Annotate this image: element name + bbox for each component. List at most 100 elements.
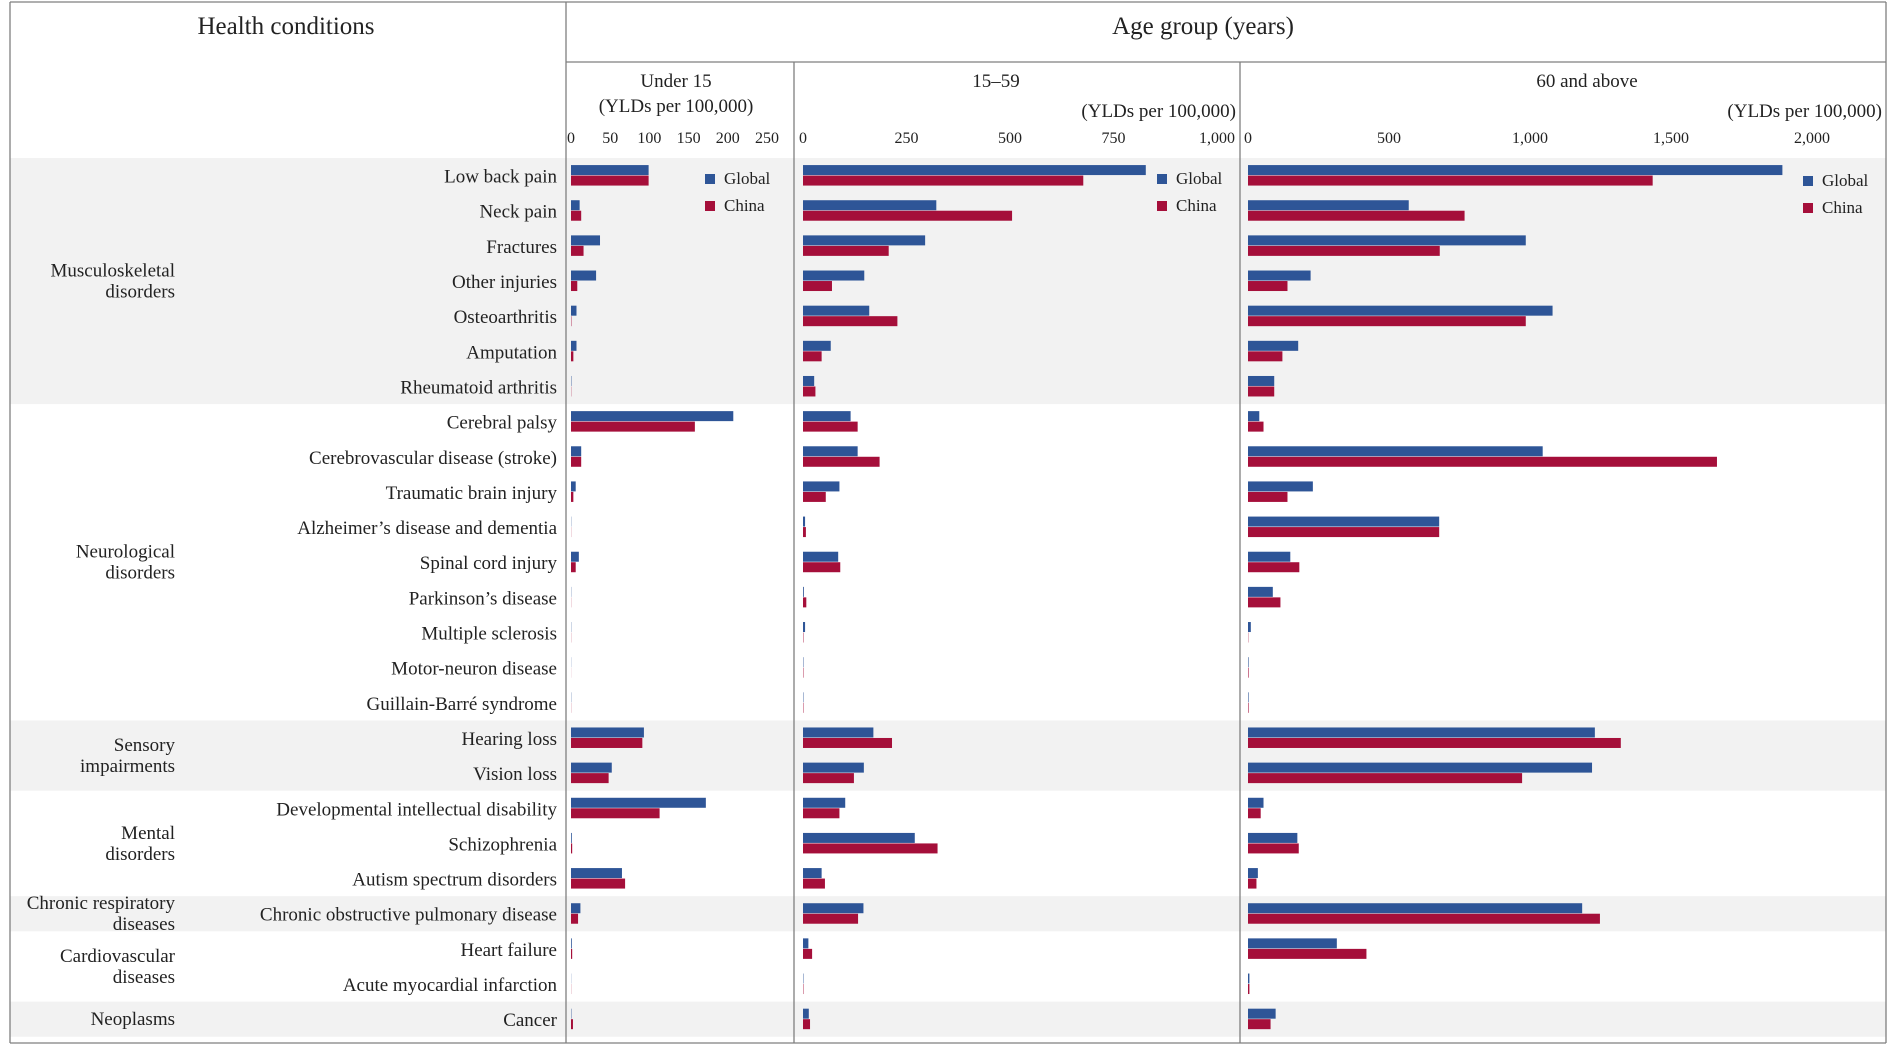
group-label-line: Mental <box>121 823 175 844</box>
bar-global <box>803 833 915 843</box>
bar-china <box>1248 1019 1271 1029</box>
bar-global <box>1248 376 1274 386</box>
panel-unit: (YLDs per 100,000) <box>1727 101 1882 122</box>
category-label: Alzheimer’s disease and dementia <box>297 518 557 539</box>
bar-global <box>1248 200 1409 210</box>
bar-global <box>571 727 644 737</box>
bar-china <box>571 773 609 783</box>
bar-global <box>803 411 851 421</box>
bar-china <box>1248 457 1717 467</box>
bar-china <box>803 316 897 326</box>
tick-label: 1,500 <box>1653 130 1689 147</box>
tick-label: 500 <box>998 130 1022 147</box>
category-label: Autism spectrum disorders <box>352 870 557 891</box>
category-label: Schizophrenia <box>448 834 557 855</box>
bar-china <box>1248 562 1299 572</box>
tick-label: 1,000 <box>1199 130 1235 147</box>
bar-global <box>803 727 873 737</box>
legend-swatch <box>1803 176 1813 186</box>
bar-china <box>1248 422 1264 432</box>
tick-label: 150 <box>677 130 701 147</box>
category-label: Fractures <box>486 237 557 258</box>
category-label: Neck pain <box>479 202 557 223</box>
bar-global <box>1248 446 1543 456</box>
bar-global <box>571 235 600 245</box>
bar-global <box>571 763 612 773</box>
bar-global <box>571 411 733 421</box>
bar-china <box>1248 668 1249 678</box>
legend-label: Global <box>1176 169 1223 188</box>
bar-china <box>1248 949 1366 959</box>
tick-label: 0 <box>567 130 575 147</box>
bar-china <box>571 1019 573 1029</box>
group-label-line: diseases <box>113 914 175 935</box>
bar-china <box>571 281 577 291</box>
category-label: Cerebrovascular disease (stroke) <box>309 448 557 469</box>
legend-label: China <box>1822 198 1863 217</box>
health-conditions-header: Health conditions <box>197 13 374 40</box>
bar-china <box>1248 597 1280 607</box>
group-band <box>10 1002 1886 1037</box>
bar-china <box>803 281 832 291</box>
bar-global <box>1248 552 1290 562</box>
bar-global <box>803 235 925 245</box>
group-label-line: impairments <box>80 756 175 777</box>
group-label-line: Sensory <box>114 735 176 756</box>
group-label-line: disorders <box>105 563 175 584</box>
bar-china <box>803 914 858 924</box>
category-label: Traumatic brain injury <box>386 483 558 504</box>
bar-global <box>803 763 864 773</box>
tick-label: 250 <box>895 130 919 147</box>
bar-china <box>803 386 815 396</box>
bar-china <box>1248 351 1282 361</box>
bar-global <box>571 903 580 913</box>
category-label: Motor-neuron disease <box>391 659 557 680</box>
bar-china <box>803 457 880 467</box>
bar-global <box>1248 411 1259 421</box>
bar-china <box>571 246 584 256</box>
bar-global <box>1248 235 1526 245</box>
group-label-line: Cardiovascular <box>60 946 176 967</box>
tick-label: 0 <box>1244 130 1252 147</box>
legend-label: China <box>724 196 765 215</box>
bar-global <box>1248 306 1553 316</box>
bar-global <box>803 798 845 808</box>
bar-china <box>803 527 806 537</box>
bar-china <box>571 808 660 818</box>
bar-global <box>571 165 649 175</box>
bar-global <box>803 341 831 351</box>
bar-global <box>571 446 581 456</box>
tick-label: 0 <box>799 130 807 147</box>
group-band <box>10 720 1886 790</box>
panel-title: Under 15 <box>640 71 711 92</box>
group-label: Neoplasms <box>91 1009 175 1030</box>
bar-global <box>1248 938 1337 948</box>
bar-china <box>803 246 889 256</box>
bar-global <box>571 271 596 281</box>
bar-china <box>803 738 892 748</box>
bar-china <box>803 176 1083 186</box>
legend-swatch <box>1157 201 1167 211</box>
panel-unit: (YLDs per 100,000) <box>599 96 754 117</box>
legend-swatch <box>1803 203 1813 213</box>
bar-china <box>803 808 839 818</box>
group-band <box>10 158 1886 404</box>
bar-global <box>803 903 863 913</box>
legend-swatch <box>705 201 715 211</box>
category-label: Cerebral palsy <box>447 413 558 434</box>
bar-china <box>803 1019 810 1029</box>
category-label: Other injuries <box>452 272 557 293</box>
bar-global <box>1248 481 1313 491</box>
category-label: Hearing loss <box>461 729 557 750</box>
category-label: Chronic obstructive pulmonary disease <box>260 905 557 926</box>
bar-china <box>1248 176 1653 186</box>
bar-global <box>1248 763 1592 773</box>
bar-china <box>571 562 576 572</box>
bar-global <box>1248 727 1595 737</box>
bar-china <box>571 457 581 467</box>
bar-global <box>803 587 804 597</box>
panel-title: 60 and above <box>1536 71 1637 92</box>
bar-global <box>571 552 579 562</box>
bar-global <box>803 622 805 632</box>
